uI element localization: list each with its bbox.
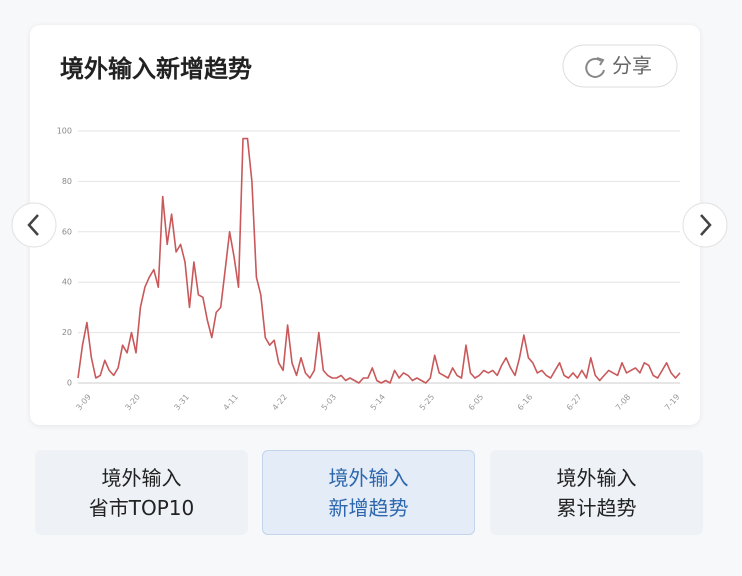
x-tick-label: 6-27 <box>565 393 584 413</box>
card-title: 境外输入新增趋势 <box>60 55 252 83</box>
tab[interactable]: 境外输入省市TOP10 <box>35 450 248 535</box>
x-tick-label: 3-09 <box>74 393 93 413</box>
tab-line: 省市TOP10 <box>88 495 195 520</box>
share-icon-arrow <box>596 57 605 66</box>
y-tick-label: 100 <box>57 127 72 136</box>
x-tick-label: 4-11 <box>222 393 241 413</box>
prev-button[interactable] <box>11 202 57 248</box>
x-tick-label: 5-25 <box>418 393 437 413</box>
tab-line: 累计趋势 <box>556 495 637 520</box>
tab-line: 境外输入 <box>556 465 637 490</box>
x-tick-label: 6-05 <box>467 393 486 413</box>
x-tick-label: 5-03 <box>320 393 339 413</box>
line-series <box>77 137 681 384</box>
x-tick-label: 7-19 <box>663 393 682 413</box>
x-tick-label: 4-22 <box>271 393 290 413</box>
y-tick-label: 20 <box>62 328 72 337</box>
tab-line: 境外输入 <box>101 465 182 490</box>
y-tick-label: 0 <box>67 379 72 388</box>
tab-line: 新增趋势 <box>328 495 409 520</box>
tab-line: 境外输入 <box>328 465 409 490</box>
share-icon <box>585 57 605 78</box>
x-tick-label: 6-16 <box>516 393 535 413</box>
x-tick-label: 3-31 <box>172 393 191 413</box>
share-label: 分享 <box>612 54 652 78</box>
chart-card <box>30 25 700 425</box>
y-tick-label: 80 <box>62 177 72 186</box>
tab-active[interactable]: 境外输入 新增趋势 <box>262 450 475 535</box>
x-tick-label: 3-20 <box>123 393 142 413</box>
y-tick-label: 60 <box>62 227 72 236</box>
next-button[interactable] <box>682 202 728 248</box>
x-tick-label: 5-14 <box>369 393 388 413</box>
tab[interactable]: 境外输入 累计趋势 <box>490 450 703 535</box>
x-tick-label: 7-08 <box>614 393 633 413</box>
share-button[interactable]: 分享 <box>562 44 678 88</box>
y-tick-label: 40 <box>62 278 72 287</box>
